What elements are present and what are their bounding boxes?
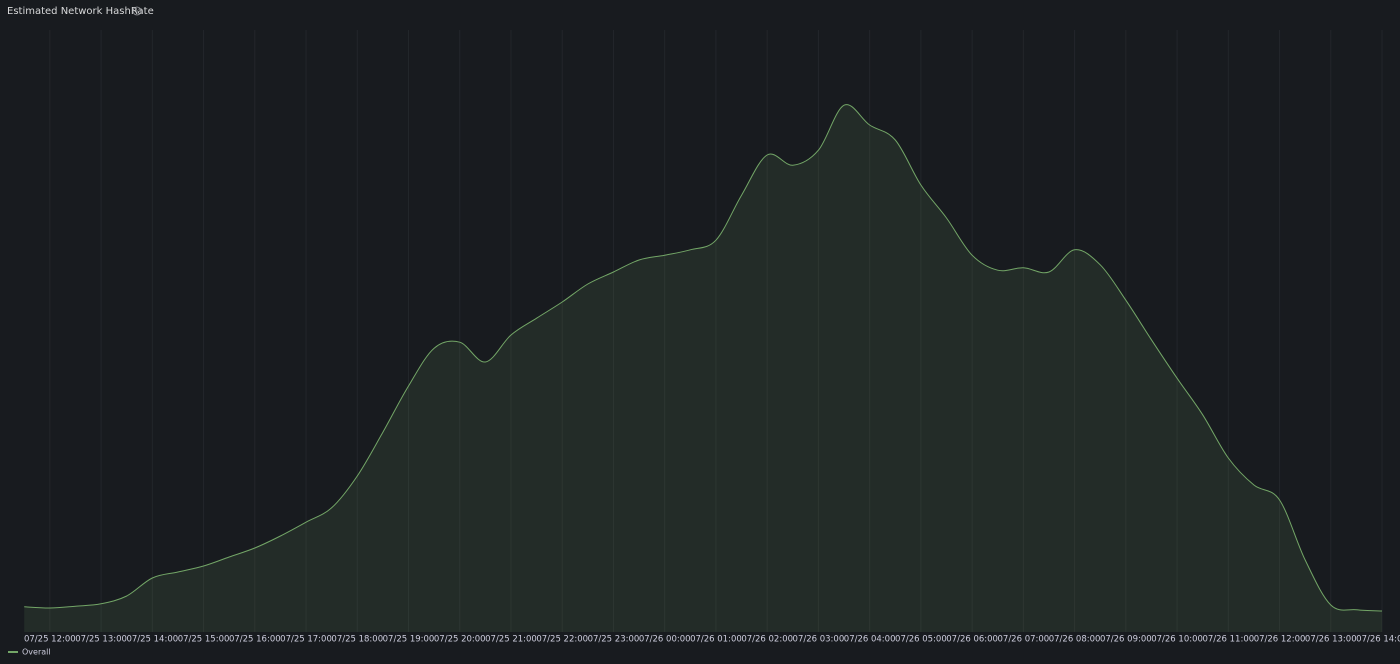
x-tick-label: 07/25 15:00 [178, 635, 230, 645]
x-tick-label: 07/25 14:00 [126, 635, 178, 645]
x-tick-label: 07/25 17:00 [280, 635, 332, 645]
x-tick-label: 07/25 16:00 [229, 635, 281, 645]
x-tick-label: 07/25 12:00 [24, 635, 76, 645]
x-tick-label: 07/25 20:00 [434, 635, 486, 645]
x-tick-label: 07/25 21:00 [485, 635, 537, 645]
x-tick-label: 07/25 22:00 [536, 635, 588, 645]
x-tick-label: 07/26 09:00 [1100, 635, 1152, 645]
x-tick-label: 07/26 11:00 [1202, 635, 1254, 645]
x-tick-label: 07/25 13:00 [75, 635, 127, 645]
x-tick-label: 07/25 19:00 [383, 635, 435, 645]
x-tick-label: 07/26 05:00 [895, 635, 947, 645]
x-tick-label: 07/25 23:00 [588, 635, 640, 645]
x-tick-label: 07/26 04:00 [844, 635, 896, 645]
x-tick-label: 07/26 07:00 [998, 635, 1050, 645]
series-line [24, 104, 1383, 612]
x-tick-label: 07/26 13:00 [1305, 635, 1357, 645]
x-tick-label: 07/26 10:00 [1151, 635, 1203, 645]
x-tick-label: 07/26 01:00 [690, 635, 742, 645]
panel-title: Estimated Network HashRate [7, 6, 154, 17]
legend-label[interactable]: Overall [22, 648, 51, 657]
x-tick-label: 07/26 00:00 [639, 635, 691, 645]
x-tick-label: 07/26 06:00 [946, 635, 998, 645]
x-tick-label: 07/26 03:00 [793, 635, 845, 645]
info-icon[interactable] [132, 6, 142, 16]
x-tick-label: 07/26 12:00 [1254, 635, 1306, 645]
x-tick-label: 07/26 14:00 [1356, 635, 1400, 645]
x-tick-label: 07/26 02:00 [741, 635, 793, 645]
x-tick-label: 07/26 08:00 [1049, 635, 1101, 645]
area-fill [24, 104, 1383, 632]
x-tick-label: 07/25 18:00 [331, 635, 383, 645]
